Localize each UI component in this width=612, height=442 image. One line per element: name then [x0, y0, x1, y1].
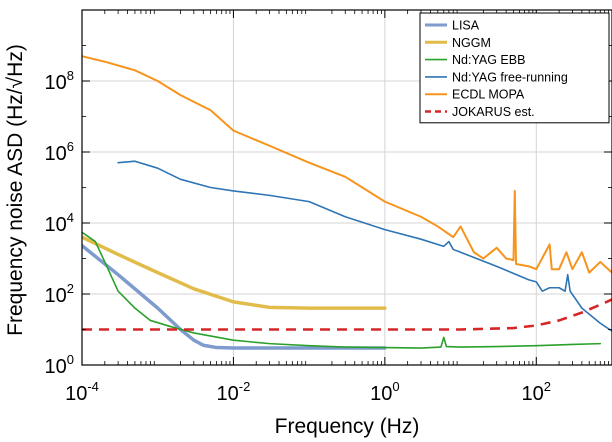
legend-box	[419, 12, 610, 124]
y-axis-title: Frequency noise ASD (Hz/√Hz)	[4, 44, 27, 336]
y-tick-label: 106	[45, 139, 74, 165]
legend-label: NGGM	[452, 36, 491, 50]
x-tick-label: 102	[522, 379, 551, 405]
series-line-3	[117, 160, 612, 332]
x-tick-labels: 10-4 10-2 100 102	[65, 379, 551, 405]
x-axis-title: Frequency (Hz)	[275, 415, 420, 438]
x-tick-label: 10-4	[65, 379, 99, 405]
y-tick-label: 104	[45, 210, 74, 236]
y-tick-labels: 100 102 104 106 108	[45, 68, 74, 378]
legend-label: Nd:YAG EBB	[452, 53, 525, 67]
series-line-5	[82, 298, 612, 331]
x-tick-label: 10-2	[217, 379, 251, 405]
y-tick-label: 102	[45, 281, 74, 307]
y-tick-label: 108	[45, 68, 74, 94]
series-line-2	[82, 231, 602, 349]
series-line-4	[82, 55, 612, 274]
legend: LISA NGGM Nd:YAG EBB Nd:YAG free-running ECD…	[419, 12, 610, 124]
y-tick-label: 100	[45, 352, 74, 378]
x-tick-label: 100	[370, 379, 399, 405]
legend-label: Nd:YAG free-running	[452, 70, 568, 84]
series-line-1	[82, 235, 387, 310]
legend-label: ECDL MOPA	[452, 88, 525, 102]
series-layer	[82, 55, 612, 350]
legend-label: LISA	[452, 19, 480, 33]
legend-label: JOKARUS est.	[452, 105, 535, 119]
series-line-0	[82, 243, 387, 350]
